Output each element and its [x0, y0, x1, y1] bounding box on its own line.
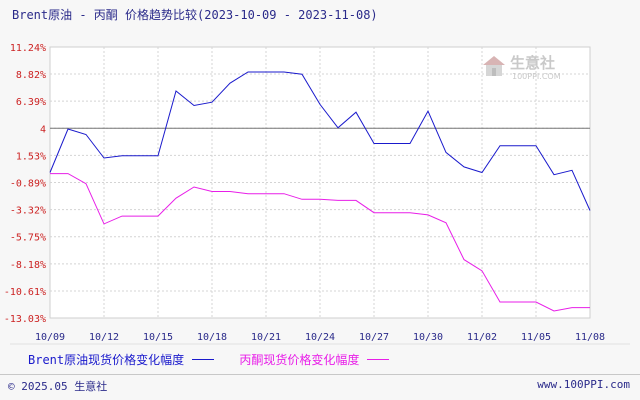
x-axis: 10/09 10/12 10/15 10/18 10/21 10/24 10/27 10/30… — [35, 332, 605, 343]
legend-entry-acetone: 丙酮现货价格变化幅度 — [239, 351, 390, 368]
y-tick-label: -8.18% — [10, 260, 46, 271]
footer-divider — [0, 374, 640, 375]
watermark-url: 100PPI.COM — [512, 72, 561, 81]
y-tick-label: 8.82% — [16, 70, 46, 81]
series-line-acetone — [50, 173, 590, 312]
y-tick-label: -10.61% — [4, 287, 46, 298]
footer-website-link[interactable]: www.100PPI.com — [537, 378, 630, 391]
x-tick-label: 11/08 — [575, 332, 605, 343]
chart-title: Brent原油 - 丙酮 价格趋势比较(2023-10-09 - 2023-11… — [12, 8, 378, 22]
x-tick-label: 11/05 — [521, 332, 551, 343]
y-tick-label: 6.39% — [16, 97, 46, 108]
y-tick-label: -3.32% — [10, 206, 46, 217]
legend: Brent原油现货价格变化幅度 丙酮现货价格变化幅度 — [28, 351, 407, 368]
x-tick-label: 10/18 — [197, 332, 227, 343]
y-tick-label: 4 — [40, 124, 46, 135]
y-tick-label: 11.24% — [10, 43, 46, 54]
x-tick-label: 11/02 — [467, 332, 497, 343]
legend-swatch-brent — [192, 359, 215, 360]
y-tick-label: -5.75% — [10, 233, 46, 244]
legend-entry-brent: Brent原油现货价格变化幅度 — [28, 351, 215, 368]
series-lines — [49, 71, 591, 312]
x-tick-label: 10/27 — [359, 332, 389, 343]
x-tick-label: 10/12 — [89, 332, 119, 343]
y-tick-label: 1.53% — [16, 151, 46, 162]
watermark-name: 生意社 — [510, 54, 556, 72]
footer-copyright: © 2025.05 生意社 — [8, 380, 108, 393]
x-tick-label: 10/21 — [251, 332, 281, 343]
x-tick-label: 10/30 — [413, 332, 443, 343]
legend-swatch-acetone — [367, 359, 390, 360]
legend-label-brent: Brent原油现货价格变化幅度 — [28, 353, 185, 367]
y-tick-label: -13.03% — [4, 314, 46, 325]
x-tick-label: 10/15 — [143, 332, 173, 343]
legend-label-acetone: 丙酮现货价格变化幅度 — [239, 353, 360, 367]
x-tick-label: 10/09 — [35, 332, 65, 343]
house-icon — [483, 56, 505, 76]
series-line-brent — [49, 71, 591, 211]
watermark-logo: 生意社 100PPI.COM — [480, 52, 580, 88]
y-tick-label: -0.89% — [10, 178, 46, 189]
y-axis: 11.24% 8.82% 6.39% 4 1.53% -0.89% -3.32% -5.75%… — [4, 43, 46, 325]
x-tick-label: 10/24 — [305, 332, 335, 343]
